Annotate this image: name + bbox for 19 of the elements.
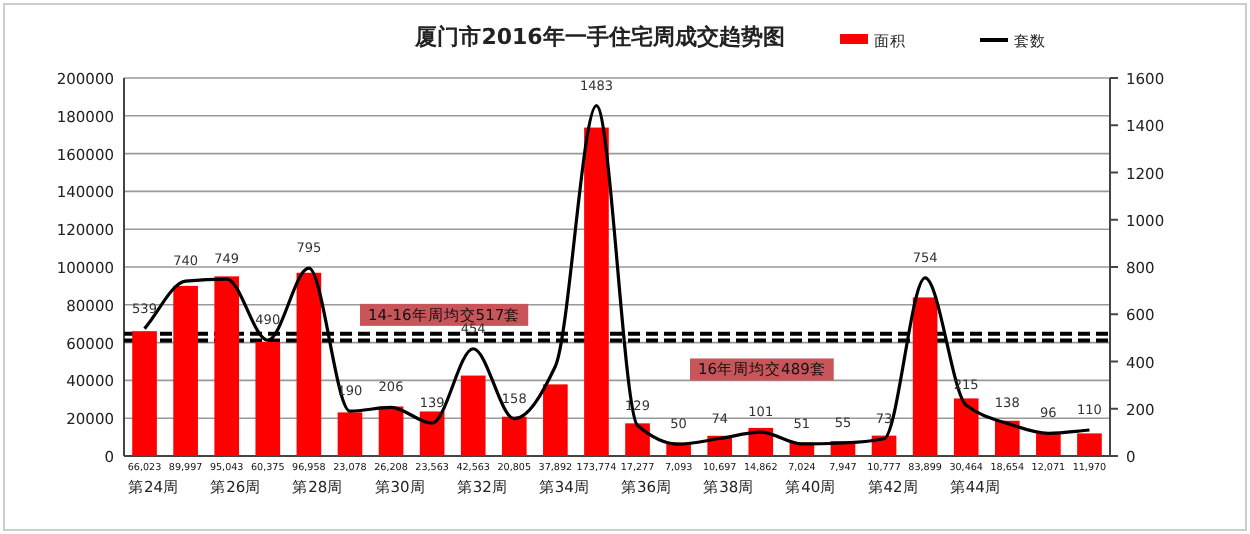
bar [953, 398, 979, 456]
bar [543, 384, 568, 456]
bar [378, 406, 404, 456]
bar [1077, 433, 1102, 456]
bar [419, 411, 445, 456]
bar [255, 341, 281, 456]
bar [296, 272, 322, 456]
bar [132, 331, 157, 456]
bar [214, 276, 240, 456]
bar [460, 375, 486, 456]
bar [173, 285, 198, 456]
bar [625, 423, 650, 456]
bar [994, 420, 1020, 456]
bar [584, 127, 609, 456]
bar [912, 297, 938, 456]
bar [501, 416, 527, 456]
bar [1036, 433, 1061, 456]
chart-title: 厦门市2016年一手住宅周成交趋势图 [413, 24, 785, 50]
bar [337, 412, 363, 456]
